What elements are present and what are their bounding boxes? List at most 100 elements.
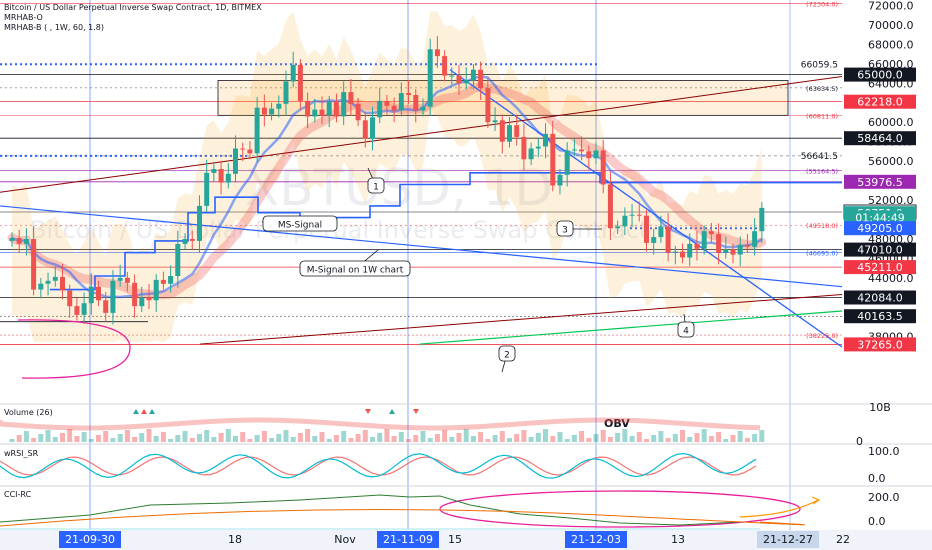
annotation-2-box [498, 345, 516, 362]
candle-body [651, 237, 657, 243]
candle-body [160, 279, 166, 284]
candle-body [463, 80, 469, 84]
volume-bar [269, 438, 275, 442]
candle-body [680, 251, 685, 258]
signal-triangle-1 [141, 409, 147, 414]
volume-bar [463, 429, 469, 442]
volume-bar [319, 432, 325, 442]
signal-triangle-5 [413, 409, 419, 414]
candle-body [362, 120, 368, 139]
candle-body [283, 81, 289, 104]
volume-bar [420, 431, 426, 442]
volume-bar [434, 434, 440, 442]
candle-body [175, 243, 181, 276]
volume-bar [571, 435, 577, 442]
candle-body [507, 125, 512, 142]
candle-body [182, 239, 188, 244]
candle-body [615, 226, 621, 229]
annotation-3-box [556, 220, 574, 237]
annotation-3-label: 3 [562, 226, 568, 236]
x-tick-label-5: 21-12-03 [571, 533, 621, 546]
level-label-2: (63634.5) [806, 85, 838, 93]
volume-bar [276, 434, 282, 442]
candle-body [23, 239, 29, 244]
downtrend-line-steep [449, 69, 843, 348]
candle-body [744, 244, 750, 247]
candle-body [218, 169, 224, 183]
watermark-description: Bitcoin / US Dollar Perpetual Inverse Sw… [30, 216, 648, 244]
candle-body [333, 101, 339, 117]
price-label-11: 40163.5 [857, 310, 903, 323]
candle-body [297, 64, 303, 101]
price-label-8: 47010.0 [857, 244, 903, 257]
volume-bar [110, 438, 116, 442]
volume-bar [687, 437, 693, 442]
candle-body [38, 283, 44, 290]
volume-bar [60, 433, 65, 442]
volume-bar [708, 436, 714, 442]
candle-body [88, 286, 94, 304]
candle-body [312, 109, 318, 117]
candle-body [261, 107, 267, 115]
candle-body [579, 149, 585, 152]
wrsi-y-tick-1: 0.0 [868, 472, 886, 485]
candle-body [543, 133, 548, 147]
candle-body [593, 150, 599, 159]
candle-body [701, 231, 707, 249]
volume-bar [449, 437, 455, 442]
candle-body [326, 101, 332, 116]
wrsi-pane-title: wRSI_SR [4, 449, 39, 458]
candle-body [723, 249, 729, 253]
candle-body [427, 49, 433, 107]
candle-body [672, 251, 678, 253]
price-label-box-6 [844, 210, 916, 225]
wrsi-y-tick-0: 100.0 [868, 445, 900, 458]
obv-line [0, 417, 761, 431]
price-label-0: 65000.0 [857, 69, 903, 82]
annotations-layer: 1 2 3 4 MS-Signal M-Signal on 1W chart [17, 167, 821, 528]
volume-bar [124, 430, 130, 442]
header-indicator-2: MRHAB-B ( , 1W, 60, 1.8) [4, 23, 104, 32]
candle-body [305, 100, 311, 117]
orange-arrowhead [811, 496, 821, 505]
candle-body [665, 226, 671, 253]
cci-signal-line [0, 509, 806, 527]
candle-body [319, 109, 325, 116]
annotation-ms-signal-box [262, 215, 338, 232]
volume-bar [716, 432, 722, 442]
candle-body [153, 279, 159, 301]
volume-bar [564, 439, 570, 442]
volume-bar [535, 433, 541, 442]
watermark: XBTUSD, 1D Bitcoin / US Dollar Perpetual… [30, 159, 648, 244]
volume-bar [413, 435, 419, 442]
price-axis: 38000.040000.042000.044000.046000.048000… [801, 0, 917, 352]
candle-body [370, 117, 375, 139]
uptrend-line-upper [0, 76, 843, 193]
volume-bar [543, 429, 548, 442]
volume-bar [362, 430, 368, 442]
volume-bar [16, 435, 22, 442]
price-label-box-0 [844, 67, 916, 82]
volume-bar [160, 432, 166, 442]
candle-body [189, 239, 195, 241]
candle-body [528, 148, 534, 160]
candle-body [398, 93, 404, 111]
time-label-box-7 [757, 531, 819, 548]
candle-body [132, 282, 138, 307]
candle-body [377, 100, 383, 118]
volume-bar [204, 430, 210, 442]
x-tick-label-1: 18 [228, 533, 242, 546]
candle-body [355, 103, 361, 121]
candle-body [636, 214, 642, 216]
candle-body [644, 215, 649, 243]
header-indicator-1: MRHAB-O [4, 13, 43, 22]
candle-body [52, 276, 58, 281]
candle-body [658, 226, 664, 238]
candle-body [124, 277, 130, 283]
volume-bar [297, 433, 303, 442]
price-label-3: 53976.5 [857, 176, 903, 189]
volume-bar [233, 436, 238, 442]
annotation-1-label: 1 [373, 183, 379, 193]
annotation-4-box [677, 321, 695, 338]
candle-body [478, 69, 484, 89]
